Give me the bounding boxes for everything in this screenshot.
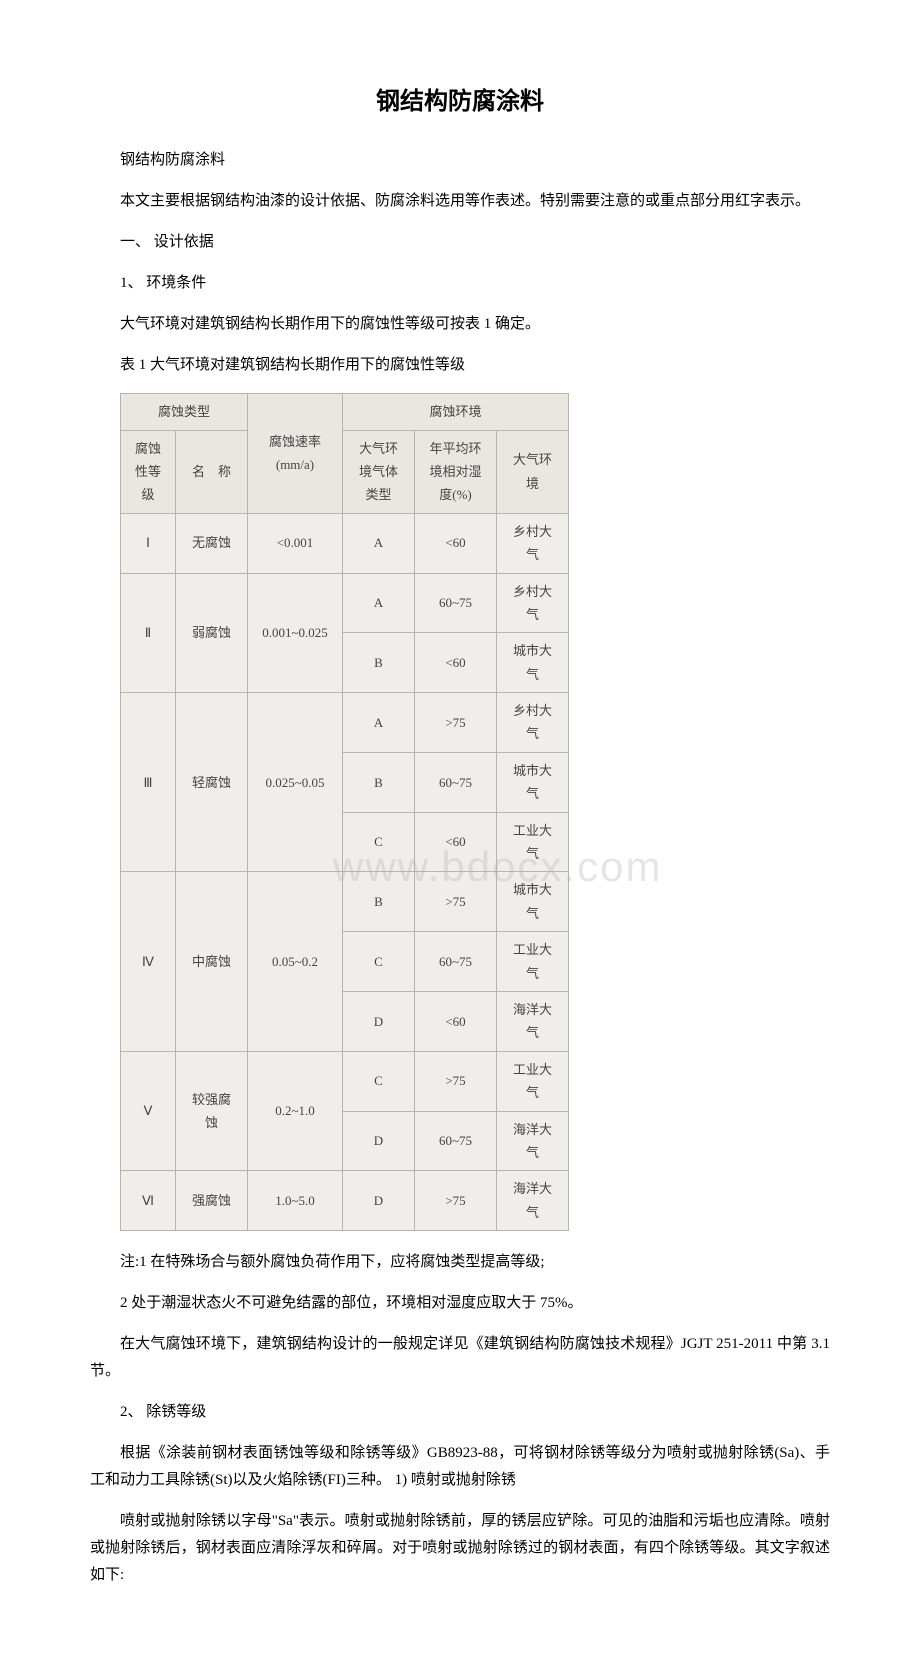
cell-name: 中腐蚀 — [176, 872, 248, 1051]
cell-rate: 0.025~0.05 — [248, 693, 343, 872]
cell-rate: <0.001 — [248, 513, 343, 573]
table-row: Ⅲ轻腐蚀0.025~0.05A>75乡村大气 — [121, 693, 569, 753]
table-caption: 表 1 大气环境对建筑钢结构长期作用下的腐蚀性等级 — [90, 352, 830, 379]
paragraph: 在大气腐蚀环境下，建筑钢结构设计的一般规定详见《建筑钢结构防腐蚀技术规程》JGJ… — [90, 1331, 830, 1385]
paragraph: 1、 环境条件 — [90, 270, 830, 297]
header-gas: 大气环境气体类型 — [343, 430, 415, 513]
cell-grade: Ⅰ — [121, 513, 176, 573]
table-row: Ⅱ弱腐蚀0.001~0.025A60~75乡村大气 — [121, 573, 569, 633]
cell-gas: C — [343, 932, 415, 992]
cell-humidity: <60 — [415, 992, 497, 1052]
paragraph: 喷射或抛射除锈以字母"Sa"表示。喷射或抛射除锈前，厚的锈层应铲除。可见的油脂和… — [90, 1508, 830, 1589]
cell-humidity: <60 — [415, 812, 497, 872]
header-humidity: 年平均环境相对湿度(%) — [415, 430, 497, 513]
cell-name: 较强腐蚀 — [176, 1051, 248, 1171]
header-group-type: 腐蚀类型 — [121, 394, 248, 430]
cell-gas: D — [343, 1111, 415, 1171]
paragraph: 一、 设计依据 — [90, 229, 830, 256]
paragraph: 钢结构防腐涂料 — [90, 147, 830, 174]
table-row: Ⅰ无腐蚀<0.001A<60乡村大气 — [121, 513, 569, 573]
header-env: 大气环境 — [497, 430, 569, 513]
cell-gas: C — [343, 812, 415, 872]
cell-env: 城市大气 — [497, 633, 569, 693]
header-rate: 腐蚀速率(mm/a) — [248, 394, 343, 514]
document-title: 钢结构防腐涂料 — [90, 80, 830, 123]
cell-name: 弱腐蚀 — [176, 573, 248, 693]
cell-env: 乡村大气 — [497, 573, 569, 633]
cell-gas: B — [343, 872, 415, 932]
cell-humidity: 60~75 — [415, 573, 497, 633]
corrosion-table: 腐蚀类型 腐蚀速率(mm/a) 腐蚀环境 腐蚀性等级 名 称 大气环境气体类型 … — [120, 393, 569, 1231]
cell-env: 城市大气 — [497, 752, 569, 812]
paragraph: 根据《涂装前钢材表面锈蚀等级和除锈等级》GB8923-88，可将钢材除锈等级分为… — [90, 1440, 830, 1494]
cell-rate: 1.0~5.0 — [248, 1171, 343, 1231]
cell-humidity: >75 — [415, 872, 497, 932]
paragraph: 本文主要根据钢结构油漆的设计依据、防腐涂料选用等作表述。特别需要注意的或重点部分… — [90, 188, 830, 215]
cell-env: 城市大气 — [497, 872, 569, 932]
cell-rate: 0.2~1.0 — [248, 1051, 343, 1171]
cell-humidity: >75 — [415, 1171, 497, 1231]
cell-grade: Ⅲ — [121, 693, 176, 872]
cell-gas: B — [343, 752, 415, 812]
cell-env: 工业大气 — [497, 1051, 569, 1111]
cell-name: 无腐蚀 — [176, 513, 248, 573]
paragraph: 大气环境对建筑钢结构长期作用下的腐蚀性等级可按表 1 确定。 — [90, 311, 830, 338]
cell-humidity: 60~75 — [415, 932, 497, 992]
header-name: 名 称 — [176, 430, 248, 513]
cell-humidity: 60~75 — [415, 752, 497, 812]
cell-grade: Ⅴ — [121, 1051, 176, 1171]
table-row: Ⅴ较强腐蚀0.2~1.0C>75工业大气 — [121, 1051, 569, 1111]
cell-rate: 0.05~0.2 — [248, 872, 343, 1051]
table-row: Ⅳ中腐蚀0.05~0.2B>75城市大气 — [121, 872, 569, 932]
paragraph: 2、 除锈等级 — [90, 1399, 830, 1426]
cell-grade: Ⅱ — [121, 573, 176, 693]
table-note: 注:1 在特殊场合与额外腐蚀负荷作用下，应将腐蚀类型提高等级; — [90, 1249, 830, 1276]
cell-grade: Ⅳ — [121, 872, 176, 1051]
table-row: Ⅵ强腐蚀1.0~5.0D>75海洋大气 — [121, 1171, 569, 1231]
cell-rate: 0.001~0.025 — [248, 573, 343, 693]
cell-env: 海洋大气 — [497, 992, 569, 1052]
table-container: 腐蚀类型 腐蚀速率(mm/a) 腐蚀环境 腐蚀性等级 名 称 大气环境气体类型 … — [120, 393, 830, 1231]
cell-env: 工业大气 — [497, 932, 569, 992]
cell-humidity: >75 — [415, 1051, 497, 1111]
cell-humidity: <60 — [415, 633, 497, 693]
cell-name: 强腐蚀 — [176, 1171, 248, 1231]
cell-humidity: <60 — [415, 513, 497, 573]
cell-gas: A — [343, 693, 415, 753]
cell-env: 海洋大气 — [497, 1171, 569, 1231]
cell-env: 乡村大气 — [497, 513, 569, 573]
cell-env: 海洋大气 — [497, 1111, 569, 1171]
cell-name: 轻腐蚀 — [176, 693, 248, 872]
cell-gas: A — [343, 513, 415, 573]
cell-gas: D — [343, 992, 415, 1052]
cell-humidity: 60~75 — [415, 1111, 497, 1171]
cell-env: 工业大气 — [497, 812, 569, 872]
cell-gas: C — [343, 1051, 415, 1111]
header-grade: 腐蚀性等级 — [121, 430, 176, 513]
cell-humidity: >75 — [415, 693, 497, 753]
table-note: 2 处于潮湿状态火不可避免结露的部位，环境相对湿度应取大于 75%。 — [90, 1290, 830, 1317]
header-group-env: 腐蚀环境 — [343, 394, 569, 430]
cell-gas: D — [343, 1171, 415, 1231]
cell-gas: A — [343, 573, 415, 633]
cell-env: 乡村大气 — [497, 693, 569, 753]
cell-gas: B — [343, 633, 415, 693]
cell-grade: Ⅵ — [121, 1171, 176, 1231]
